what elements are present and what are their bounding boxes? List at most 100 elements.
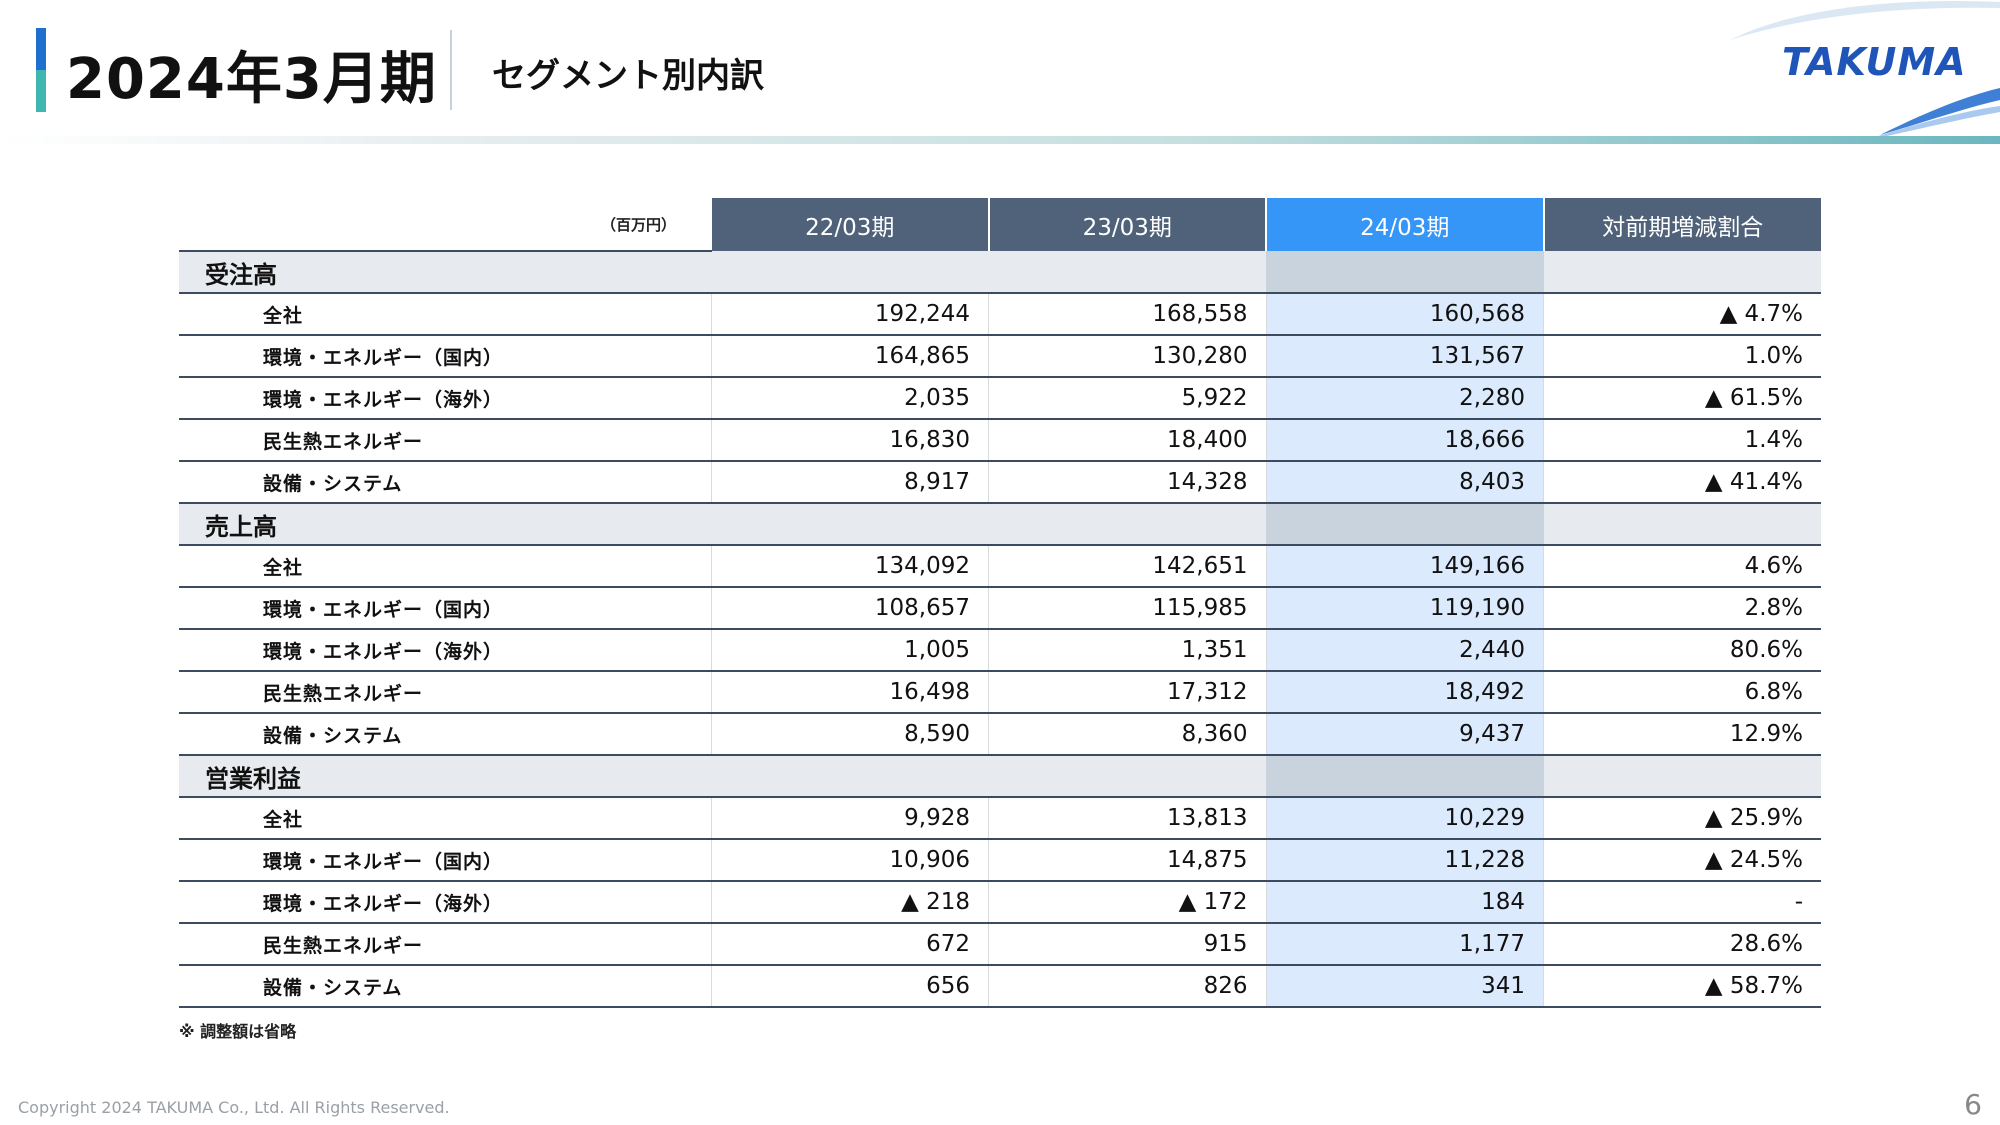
table-row: 全社 134,092 142,651 149,166 4.6%: [179, 545, 1821, 588]
value-cell: 14,875: [988, 839, 1266, 882]
value-cell: 1,351: [988, 629, 1266, 672]
table-row: 環境・エネルギー（国内） 164,865 130,280 131,567 1.0%: [179, 335, 1821, 378]
section-empty-cell: [1266, 503, 1544, 546]
segment-table: （百万円） 22/03期 23/03期 24/03期 対前期増減割合 受注高 全社…: [179, 198, 1821, 1008]
table-row: 民生熱エネルギー 672 915 1,177 28.6%: [179, 923, 1821, 966]
header-rule: [0, 136, 2000, 144]
section-empty-cell: [1543, 251, 1821, 294]
logo-swoosh-graphic: [1730, 0, 2000, 142]
value-cell: 18,666: [1265, 419, 1544, 462]
row-label: 設備・システム: [179, 965, 711, 1008]
section-label: 売上高: [179, 503, 711, 546]
table-row: 設備・システム 656 826 341 ▲ 58.7%: [179, 965, 1821, 1008]
value-cell: 115,985: [988, 587, 1266, 630]
value-cell: 16,498: [710, 671, 989, 714]
value-cell: ▲ 25.9%: [1543, 797, 1821, 840]
value-cell: ▲ 24.5%: [1543, 839, 1821, 882]
row-label: 環境・エネルギー（海外）: [179, 629, 711, 672]
page-subtitle: セグメント別内訳: [492, 56, 764, 96]
value-cell: 192,244: [710, 293, 989, 336]
value-cell: 10,906: [710, 839, 989, 882]
table-row: 全社 192,244 168,558 160,568 ▲ 4.7%: [179, 293, 1821, 336]
value-cell: 149,166: [1265, 545, 1544, 588]
value-cell: 14,328: [988, 461, 1266, 504]
table-row: 設備・システム 8,590 8,360 9,437 12.9%: [179, 713, 1821, 756]
value-cell: 1.0%: [1543, 335, 1821, 378]
value-cell: 9,928: [710, 797, 989, 840]
section-empty-cell: [988, 251, 1266, 294]
value-cell: 12.9%: [1543, 713, 1821, 756]
row-label: 環境・エネルギー（海外）: [179, 377, 711, 420]
section-empty-cell: [711, 503, 989, 546]
value-cell: 915: [988, 923, 1266, 966]
value-cell: 160,568: [1265, 293, 1544, 336]
table-row: 環境・エネルギー（海外） 2,035 5,922 2,280 ▲ 61.5%: [179, 377, 1821, 420]
value-cell: 6.8%: [1543, 671, 1821, 714]
section-empty-cell: [1266, 251, 1544, 294]
value-cell: 18,492: [1265, 671, 1544, 714]
section-label: 受注高: [179, 251, 711, 294]
table-body: 受注高 全社 192,244 168,558 160,568 ▲ 4.7% 環境・エネルギー…: [179, 251, 1821, 1008]
value-cell: ▲ 172: [988, 881, 1266, 924]
section-empty-cell: [1266, 755, 1544, 798]
column-header-2303: 23/03期: [987, 198, 1266, 251]
title-accent-bar: [36, 28, 46, 112]
table-row: 民生熱エネルギー 16,498 17,312 18,492 6.8%: [179, 671, 1821, 714]
value-cell: 16,830: [710, 419, 989, 462]
value-cell: 168,558: [988, 293, 1266, 336]
section-empty-cell: [1543, 755, 1821, 798]
row-label: 民生熱エネルギー: [179, 923, 711, 966]
value-cell: 131,567: [1265, 335, 1544, 378]
table-row: 設備・システム 8,917 14,328 8,403 ▲ 41.4%: [179, 461, 1821, 504]
table-row: 環境・エネルギー（海外） ▲ 218 ▲ 172 184-: [179, 881, 1821, 924]
value-cell: 108,657: [710, 587, 989, 630]
footnote: ※ 調整額は省略: [179, 1022, 297, 1041]
section-empty-cell: [988, 755, 1266, 798]
value-cell: 2,035: [710, 377, 989, 420]
value-cell: 672: [710, 923, 989, 966]
value-cell: 142,651: [988, 545, 1266, 588]
value-cell: ▲ 61.5%: [1543, 377, 1821, 420]
value-cell: 28.6%: [1543, 923, 1821, 966]
value-cell: ▲ 4.7%: [1543, 293, 1821, 336]
value-cell: 341: [1265, 965, 1544, 1008]
section-row: 売上高: [179, 503, 1821, 546]
section-row: 営業利益: [179, 755, 1821, 798]
row-label: 全社: [179, 797, 711, 840]
section-label: 営業利益: [179, 755, 711, 798]
section-row: 受注高: [179, 251, 1821, 294]
value-cell: 656: [710, 965, 989, 1008]
section-empty-cell: [711, 755, 989, 798]
page-number: 6: [1964, 1088, 1982, 1121]
value-cell: 1,177: [1265, 923, 1544, 966]
value-cell: 13,813: [988, 797, 1266, 840]
table-header-row: （百万円） 22/03期 23/03期 24/03期 対前期増減割合: [179, 198, 1821, 252]
value-cell: 18,400: [988, 419, 1266, 462]
value-cell: 1,005: [710, 629, 989, 672]
value-cell: -: [1543, 881, 1821, 924]
table-row: 環境・エネルギー（海外） 1,005 1,351 2,440 80.6%: [179, 629, 1821, 672]
section-empty-cell: [1543, 503, 1821, 546]
value-cell: ▲ 218: [710, 881, 989, 924]
value-cell: 5,922: [988, 377, 1266, 420]
row-label: 全社: [179, 545, 711, 588]
column-header-change-rate: 対前期増減割合: [1542, 198, 1821, 251]
value-cell: 130,280: [988, 335, 1266, 378]
page-title: 2024年3月期: [66, 47, 437, 112]
row-label: 環境・エネルギー（国内）: [179, 839, 711, 882]
row-label: 環境・エネルギー（国内）: [179, 587, 711, 630]
value-cell: ▲ 58.7%: [1543, 965, 1821, 1008]
value-cell: 164,865: [710, 335, 989, 378]
row-label: 設備・システム: [179, 713, 711, 756]
row-label: 設備・システム: [179, 461, 711, 504]
table-row: 環境・エネルギー（国内） 108,657 115,985 119,190 2.8%: [179, 587, 1821, 630]
copyright: Copyright 2024 TAKUMA Co., Ltd. All Righ…: [18, 1098, 450, 1117]
value-cell: 9,437: [1265, 713, 1544, 756]
value-cell: 8,360: [988, 713, 1266, 756]
value-cell: 11,228: [1265, 839, 1544, 882]
row-label: 環境・エネルギー（海外）: [179, 881, 711, 924]
table-row: 環境・エネルギー（国内） 10,906 14,875 11,228 ▲ 24.5%: [179, 839, 1821, 882]
value-cell: 10,229: [1265, 797, 1544, 840]
row-label: 環境・エネルギー（国内）: [179, 335, 711, 378]
unit-label: （百万円）: [179, 198, 711, 252]
